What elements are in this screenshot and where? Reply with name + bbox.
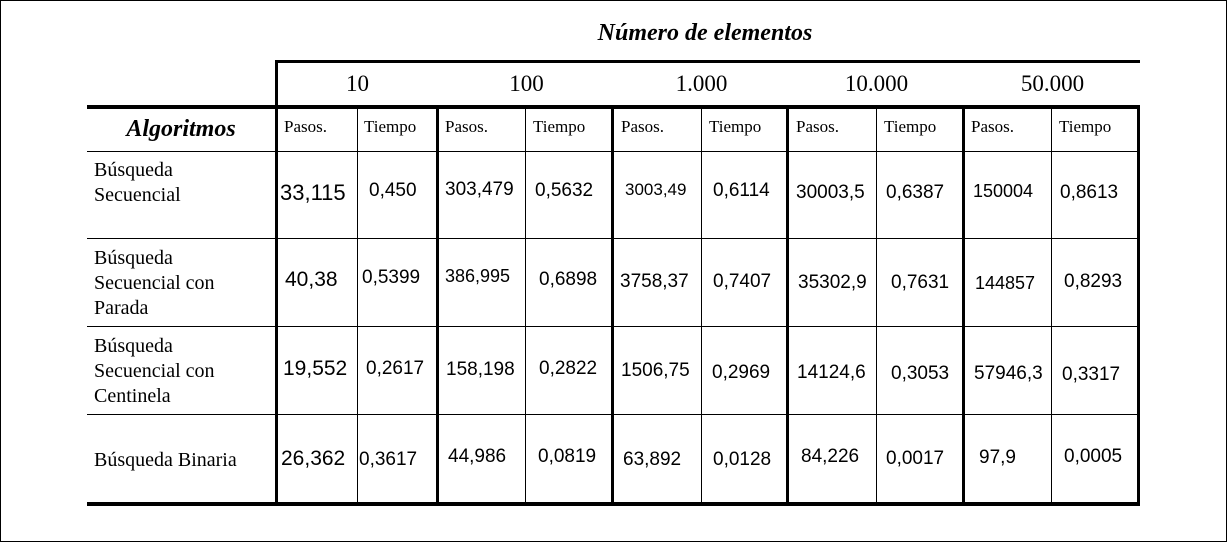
column-divider — [357, 108, 358, 504]
group-divider — [275, 60, 278, 506]
time-cell: 0,0017 — [886, 448, 945, 469]
time-cell: 0,3317 — [1062, 364, 1121, 385]
table-right-border — [1137, 108, 1140, 506]
time-cell: 0,2969 — [712, 362, 771, 383]
column-divider — [876, 108, 877, 504]
steps-cell: 3758,37 — [620, 271, 689, 292]
time-cell: 0,450 — [369, 180, 417, 201]
steps-cell: 57946,3 — [974, 363, 1043, 384]
column-divider — [525, 108, 526, 504]
time-cell: 0,2822 — [539, 358, 598, 379]
algorithm-name: Búsqueda Binaria — [94, 448, 237, 473]
steps-header: Pasos. — [621, 117, 664, 136]
steps-header: Pasos. — [284, 117, 327, 136]
time-cell: 0,5632 — [535, 180, 594, 201]
count-header-1000: 1.000 — [675, 71, 728, 96]
time-cell: 0,6387 — [886, 182, 945, 203]
steps-cell: 19,552 — [283, 357, 348, 380]
algorithm-name-line: Búsqueda — [94, 247, 173, 269]
column-divider — [1051, 108, 1052, 504]
time-cell: 0,6898 — [539, 269, 598, 290]
steps-cell: 33,115 — [280, 180, 346, 205]
time-cell: 0,5399 — [362, 267, 421, 288]
algorithm-name-line: Búsqueda — [94, 335, 173, 357]
group-divider — [962, 108, 965, 506]
steps-cell: 44,986 — [448, 446, 507, 467]
time-cell: 0,7631 — [891, 272, 950, 293]
time-cell: 0,6114 — [713, 180, 770, 201]
group-divider — [611, 108, 614, 506]
time-cell: 0,8293 — [1064, 271, 1123, 292]
time-cell: 0,2617 — [366, 358, 425, 379]
group-divider — [786, 108, 789, 506]
algorithm-name-line: Secuencial — [94, 184, 181, 206]
algorithm-name-line: Secuencial con — [94, 272, 215, 294]
time-cell: 0,3617 — [359, 449, 418, 470]
table-top-border — [87, 105, 1140, 109]
algorithm-name: Búsqueda Secuencial con Centinela — [94, 334, 215, 409]
time-cell: 0,0128 — [713, 449, 772, 470]
count-header-10000: 10.000 — [844, 71, 909, 96]
count-header-100: 100 — [509, 71, 544, 96]
time-cell: 0,3053 — [891, 363, 950, 384]
column-divider — [701, 108, 702, 504]
steps-cell: 1506,75 — [621, 360, 690, 381]
steps-header: Pasos. — [445, 117, 488, 136]
time-header: Tiempo — [364, 117, 417, 136]
steps-cell: 3003,49 — [625, 180, 687, 199]
steps-header: Pasos. — [971, 117, 1014, 136]
algorithm-name-line: Secuencial con — [94, 360, 215, 382]
steps-cell: 97,9 — [979, 447, 1016, 468]
steps-header: Pasos. — [796, 117, 839, 136]
title-rule — [276, 60, 1140, 63]
algorithm-name-line: Búsqueda Binaria — [94, 449, 237, 471]
algorithms-header: Algoritmos — [126, 116, 236, 142]
steps-cell: 150004 — [973, 181, 1034, 201]
steps-cell: 63,892 — [623, 449, 682, 470]
steps-cell: 40,38 — [285, 268, 338, 291]
steps-cell: 14124,6 — [797, 362, 866, 383]
time-cell: 0,0005 — [1064, 446, 1123, 467]
count-header-50000: 50.000 — [1020, 71, 1085, 96]
algorithm-name-line: Centinela — [94, 385, 171, 407]
steps-cell: 26,362 — [281, 447, 346, 470]
time-cell: 0,0819 — [538, 446, 597, 467]
time-header: Tiempo — [1059, 117, 1112, 136]
steps-cell: 303,479 — [445, 179, 514, 200]
steps-cell: 30003,5 — [796, 182, 865, 203]
algorithm-name-line: Búsqueda — [94, 159, 173, 181]
steps-cell: 35302,9 — [798, 272, 867, 293]
steps-cell: 84,226 — [801, 446, 860, 467]
group-divider — [436, 108, 439, 506]
algorithm-name-line: Parada — [94, 297, 149, 319]
time-cell: 0,7407 — [713, 271, 772, 292]
table-title: Número de elementos — [597, 20, 813, 46]
algorithm-name: Búsqueda Secuencial — [94, 158, 181, 208]
steps-cell: 386,995 — [445, 266, 511, 286]
time-cell: 0,8613 — [1060, 182, 1119, 203]
time-header: Tiempo — [884, 117, 937, 136]
time-header: Tiempo — [709, 117, 762, 136]
steps-cell: 144857 — [975, 273, 1036, 293]
time-header: Tiempo — [533, 117, 586, 136]
algorithm-name: Búsqueda Secuencial con Parada — [94, 246, 215, 321]
count-header-10: 10 — [346, 71, 369, 96]
steps-cell: 158,198 — [446, 359, 515, 380]
